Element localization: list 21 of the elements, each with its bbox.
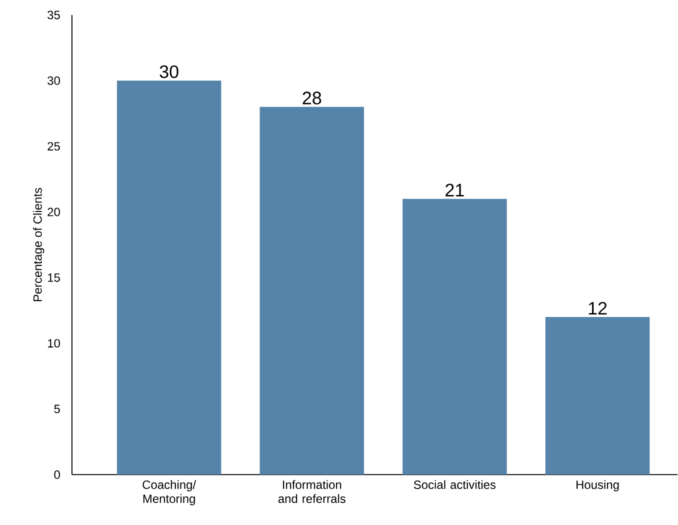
data-label: 21 [446,184,464,197]
bar [260,107,364,475]
y-tick-label: 5 [54,404,60,414]
bar [116,80,222,475]
y-tick-label: 15 [48,274,60,282]
x-tick-label: Coaching/ Mentoring [142,480,196,506]
x-tick-label: Information and referrals [278,480,346,504]
y-tick-label: 20 [48,208,60,216]
data-label: 30 [160,66,178,78]
x-tick-label: Social activities [414,480,496,490]
bar [402,199,507,475]
y-tick-label: 10 [48,339,60,348]
bar [545,317,650,475]
x-tick-label: Housing [576,480,619,492]
data-label: 28 [302,92,322,105]
y-axis-title: Percentage of Clients [33,188,44,302]
data-label: 12 [588,302,607,315]
y-tick-label: 0 [54,470,60,480]
y-tick-label: 25 [48,142,60,151]
y-tick-label: 30 [48,76,60,86]
y-tick-label: 35 [48,10,60,20]
